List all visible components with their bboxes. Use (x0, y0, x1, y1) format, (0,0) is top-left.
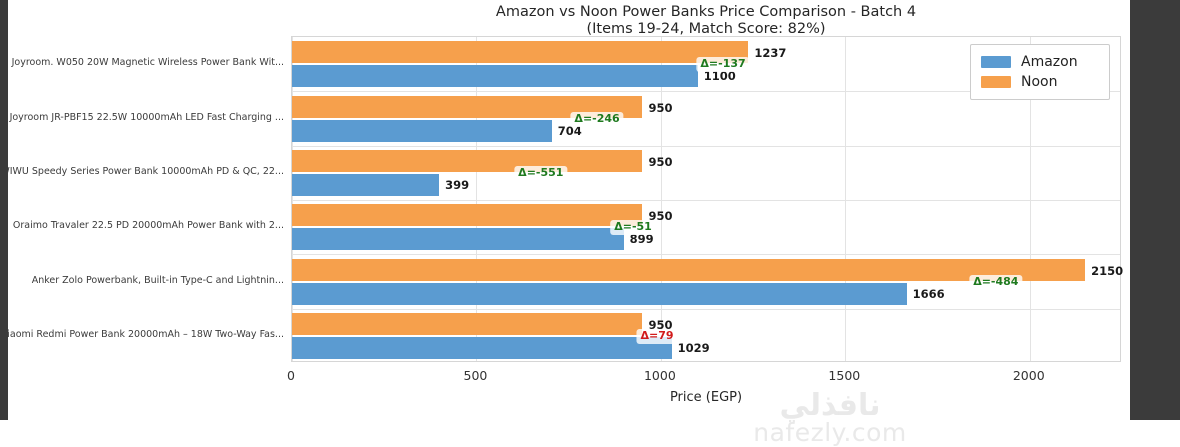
bar-value-noon: 950 (648, 154, 673, 169)
gridline-vertical (845, 37, 847, 361)
bar-noon[interactable] (292, 41, 749, 64)
delta-annotation: Δ=-51 (610, 220, 656, 236)
bar-value-noon: 950 (648, 209, 673, 224)
gridline-horizontal (292, 254, 1120, 256)
bar-value-amazon: 704 (557, 123, 582, 138)
gridline-horizontal (292, 145, 1120, 147)
x-axis-tick-label: 0 (287, 368, 295, 383)
bar-noon[interactable] (292, 95, 643, 118)
bar-value-amazon: 1100 (703, 69, 736, 84)
bar-value-noon: 950 (648, 100, 673, 115)
gridline-vertical (476, 37, 478, 361)
gridline-horizontal (292, 91, 1120, 93)
bar-noon[interactable] (292, 204, 643, 227)
bar-noon[interactable] (292, 312, 643, 335)
bar-amazon[interactable] (292, 119, 552, 142)
y-axis-tick-label: Joyroom JR-PBF15 22.5W 10000mAh LED Fast… (9, 111, 284, 123)
bar-amazon[interactable] (292, 65, 698, 88)
delta-annotation: Δ=-484 (969, 274, 1023, 290)
bar-amazon[interactable] (292, 173, 440, 196)
chart-title: Amazon vs Noon Power Banks Price Compari… (495, 4, 917, 20)
chart-subtitle: (Items 19-24, Match Score: 82%) (586, 21, 826, 37)
y-axis-tick-label: Xiaomi Redmi Power Bank 20000mAh – 18W T… (0, 328, 284, 340)
gridline-vertical (660, 37, 662, 361)
bar-value-amazon: 399 (445, 177, 470, 192)
chart-figure: Amazon vs Noon Power Banks Price Compari… (0, 0, 1130, 446)
delta-annotation: Δ=-551 (514, 165, 568, 181)
bar-value-amazon: 899 (629, 232, 654, 247)
legend-swatch-amazon (981, 56, 1011, 68)
delta-annotation: Δ=79 (636, 328, 678, 344)
x-axis-label: Price (EGP) (669, 390, 743, 405)
bar-noon[interactable] (292, 258, 1086, 281)
bar-amazon[interactable] (292, 228, 624, 251)
y-axis-tick-label: Anker Zolo Powerbank, Built-in Type-C an… (31, 274, 284, 286)
y-axis-tick-label: Oraimo Travaler 22.5 PD 20000mAh Power B… (12, 220, 284, 232)
x-axis-tick-label: 2000 (1012, 368, 1045, 383)
legend-label: Noon (1021, 74, 1058, 90)
delta-annotation: Δ=-246 (570, 111, 624, 127)
y-axis-tick-labels: Joyroom. W050 20W Magnetic Wireless Powe… (0, 36, 284, 362)
x-axis-tick-label: 1000 (643, 368, 676, 383)
delta-annotation: Δ=-137 (696, 57, 750, 73)
bar-amazon[interactable] (292, 336, 672, 359)
chart-legend[interactable]: Amazon Noon (970, 44, 1110, 100)
bar-noon[interactable] (292, 149, 643, 172)
legend-swatch-noon (981, 76, 1011, 88)
left-page-band (0, 0, 8, 420)
plot-area: نافذلي nafezly.com 1237 1100 Δ=-137 950 704 Δ… (291, 36, 1124, 446)
y-axis-tick-label: WIWU Speedy Series Power Bank 10000mAh P… (0, 165, 284, 177)
gridline-horizontal (292, 200, 1120, 201)
y-axis-tick-label: Joyroom. W050 20W Magnetic Wireless Powe… (11, 57, 284, 69)
gridline-vertical (292, 37, 293, 361)
bar-value-noon: 2150 (1091, 263, 1124, 278)
x-axis-tick-label: 1500 (828, 368, 861, 383)
gridline-vertical (1029, 37, 1031, 361)
x-axis-tick-label: 500 (463, 368, 488, 383)
legend-item-amazon[interactable]: Amazon (981, 52, 1099, 72)
bar-value-noon: 1237 (754, 46, 787, 61)
bar-amazon[interactable] (292, 282, 907, 305)
right-page-band (1130, 0, 1180, 420)
bar-value-amazon: 1666 (912, 286, 945, 301)
bar-value-noon: 950 (648, 317, 673, 332)
legend-label: Amazon (1021, 54, 1078, 70)
legend-item-noon[interactable]: Noon (981, 72, 1099, 92)
watermark-latin: nafezly.com (753, 418, 907, 447)
gridline-horizontal (292, 308, 1120, 310)
bar-value-amazon: 1029 (677, 340, 710, 355)
